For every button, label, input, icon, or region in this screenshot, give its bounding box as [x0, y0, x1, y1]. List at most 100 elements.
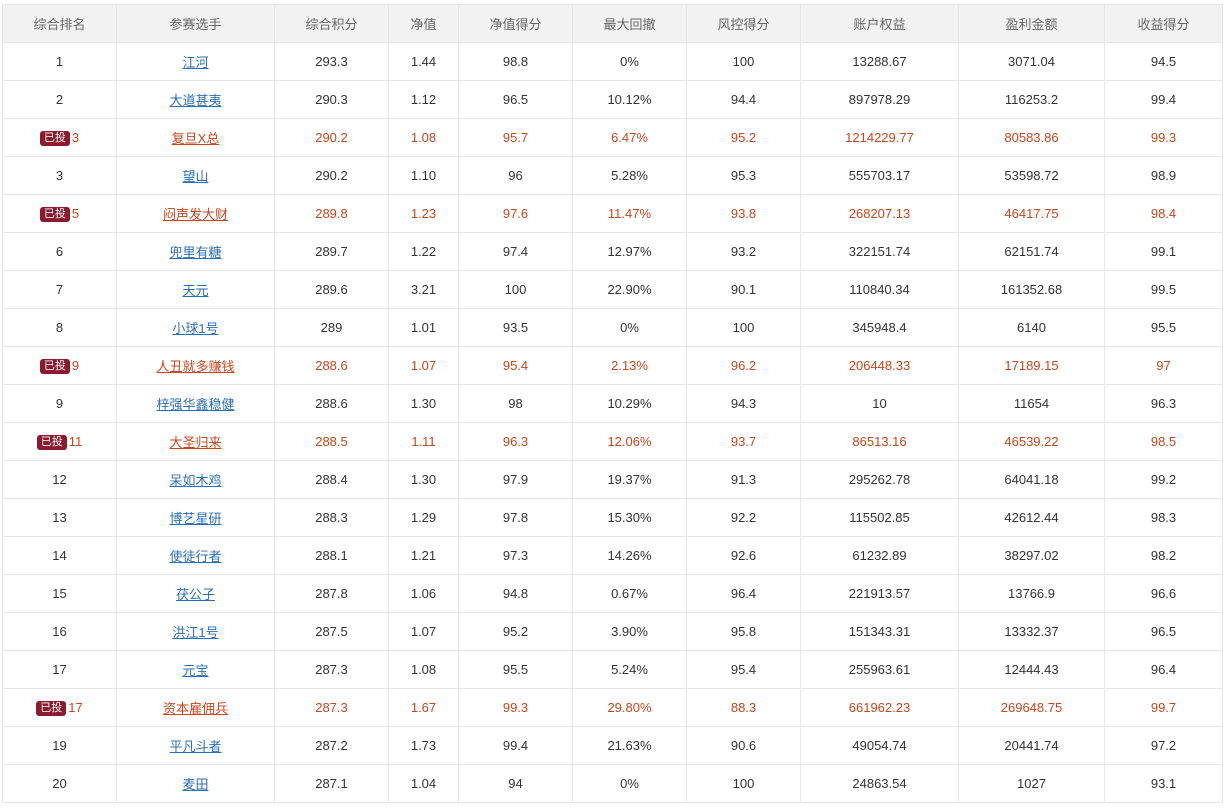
equity-cell: 86513.16	[800, 422, 959, 461]
table-row: 已投 5 闷声发大财 289.8 1.23 97.6 11.47% 93.8 268207.13…	[2, 194, 1223, 233]
player-link[interactable]: 人丑就多赚钱	[156, 359, 235, 374]
rank-value: 11	[68, 433, 83, 449]
rank-value: 13	[52, 510, 67, 525]
player-link[interactable]: 茯公子	[175, 587, 215, 602]
player-link[interactable]: 大道甚夷	[169, 93, 222, 108]
player-cell: 元宝	[116, 650, 275, 689]
equity-cell: 322151.74	[800, 232, 959, 271]
player-link[interactable]: 洪江1号	[172, 625, 219, 640]
header-nav[interactable]: 净值	[388, 4, 459, 43]
risk-score-cell: 93.2	[686, 232, 801, 271]
risk-score-cell: 93.8	[686, 194, 801, 233]
player-link[interactable]: 小球1号	[172, 321, 219, 336]
rank-cell: 2	[2, 80, 117, 119]
max-drawdown-cell: 22.90%	[572, 270, 687, 309]
table-row: 19 平凡斗者 287.2 1.73 99.4 21.63% 90.6 49054.74 204…	[2, 726, 1223, 765]
invested-badge: 已投	[39, 206, 70, 222]
score-cell: 288.6	[274, 346, 389, 385]
max-drawdown-cell: 0.67%	[572, 574, 687, 613]
max-drawdown-cell: 10.12%	[572, 80, 687, 119]
header-rank[interactable]: 综合排名	[2, 4, 117, 43]
player-link[interactable]: 元宝	[182, 663, 209, 678]
profit-cell: 62151.74	[958, 232, 1105, 271]
rank-cell: 6	[2, 232, 117, 271]
header-player[interactable]: 参赛选手	[116, 4, 275, 43]
player-link[interactable]: 兜里有糖	[169, 245, 222, 260]
score-cell: 289.7	[274, 232, 389, 271]
score-cell: 288.1	[274, 536, 389, 575]
player-link[interactable]: 资本雇佣兵	[162, 701, 228, 716]
max-drawdown-cell: 12.97%	[572, 232, 687, 271]
player-link[interactable]: 平凡斗者	[169, 739, 222, 754]
table-row: 3 望山 290.2 1.10 96 5.28% 95.3 555703.17 53598.72…	[2, 156, 1223, 195]
header-return-score[interactable]: 收益得分	[1104, 4, 1223, 43]
nav-score-cell: 97.6	[458, 194, 573, 233]
player-link[interactable]: 江河	[182, 55, 209, 70]
player-cell: 闷声发大财	[116, 194, 275, 233]
player-link[interactable]: 麦田	[182, 777, 209, 792]
score-cell: 289.8	[274, 194, 389, 233]
rank-value: 5	[71, 205, 80, 221]
score-cell: 287.2	[274, 726, 389, 765]
max-drawdown-cell: 3.90%	[572, 612, 687, 651]
rank-value: 7	[55, 282, 64, 297]
nav-cell: 1.73	[388, 726, 459, 765]
profit-cell: 11654	[958, 384, 1105, 423]
rank-value: 2	[55, 92, 64, 107]
equity-cell: 255963.61	[800, 650, 959, 689]
player-link[interactable]: 使徒行者	[169, 549, 222, 564]
header-max-drawdown[interactable]: 最大回撤	[572, 4, 687, 43]
profit-cell: 13766.9	[958, 574, 1105, 613]
nav-cell: 1.07	[388, 612, 459, 651]
nav-score-cell: 95.7	[458, 118, 573, 157]
max-drawdown-cell: 2.13%	[572, 346, 687, 385]
nav-score-cell: 94.8	[458, 574, 573, 613]
ranking-table: 综合排名 参赛选手 综合积分 净值 净值得分 最大回撤 风控得分 账户权益 盈利…	[2, 4, 1223, 803]
return-score-cell: 97	[1104, 346, 1223, 385]
player-cell: 望山	[116, 156, 275, 195]
player-cell: 复旦X总	[116, 118, 275, 157]
player-link[interactable]: 大圣归来	[169, 435, 222, 450]
equity-cell: 151343.31	[800, 612, 959, 651]
player-link[interactable]: 呆如木鸡	[169, 473, 222, 488]
header-risk-score[interactable]: 风控得分	[686, 4, 801, 43]
player-link[interactable]: 望山	[182, 169, 209, 184]
equity-cell: 206448.33	[800, 346, 959, 385]
table-row: 已投 17 资本雇佣兵 287.3 1.67 99.3 29.80% 88.3 661962.2…	[2, 688, 1223, 727]
profit-cell: 6140	[958, 308, 1105, 347]
nav-cell: 1.07	[388, 346, 459, 385]
table-row: 17 元宝 287.3 1.08 95.5 5.24% 95.4 255963.61 12444…	[2, 650, 1223, 689]
header-nav-score[interactable]: 净值得分	[458, 4, 573, 43]
profit-cell: 42612.44	[958, 498, 1105, 537]
player-link[interactable]: 闷声发大财	[162, 207, 228, 222]
header-equity[interactable]: 账户权益	[800, 4, 959, 43]
table-row: 8 小球1号 289 1.01 93.5 0% 100 345948.4 6140 95.5	[2, 308, 1223, 347]
return-score-cell: 99.4	[1104, 80, 1223, 119]
risk-score-cell: 91.3	[686, 460, 801, 499]
player-cell: 使徒行者	[116, 536, 275, 575]
nav-score-cell: 93.5	[458, 308, 573, 347]
risk-score-cell: 94.4	[686, 80, 801, 119]
nav-score-cell: 97.8	[458, 498, 573, 537]
player-link[interactable]: 博艺星研	[169, 511, 222, 526]
risk-score-cell: 92.2	[686, 498, 801, 537]
player-link[interactable]: 复旦X总	[171, 131, 220, 146]
nav-cell: 1.01	[388, 308, 459, 347]
profit-cell: 20441.74	[958, 726, 1105, 765]
nav-cell: 1.67	[388, 688, 459, 727]
header-profit[interactable]: 盈利金额	[958, 4, 1105, 43]
player-link[interactable]: 梓强华鑫稳健	[156, 397, 235, 412]
risk-score-cell: 90.6	[686, 726, 801, 765]
nav-score-cell: 99.3	[458, 688, 573, 727]
invested-badge: 已投	[39, 358, 70, 374]
rank-value: 1	[55, 54, 64, 69]
player-link[interactable]: 天元	[182, 283, 209, 298]
profit-cell: 53598.72	[958, 156, 1105, 195]
score-cell: 288.6	[274, 384, 389, 423]
max-drawdown-cell: 11.47%	[572, 194, 687, 233]
player-cell: 江河	[116, 42, 275, 81]
equity-cell: 24863.54	[800, 764, 959, 803]
header-score[interactable]: 综合积分	[274, 4, 389, 43]
nav-cell: 1.44	[388, 42, 459, 81]
equity-cell: 897978.29	[800, 80, 959, 119]
